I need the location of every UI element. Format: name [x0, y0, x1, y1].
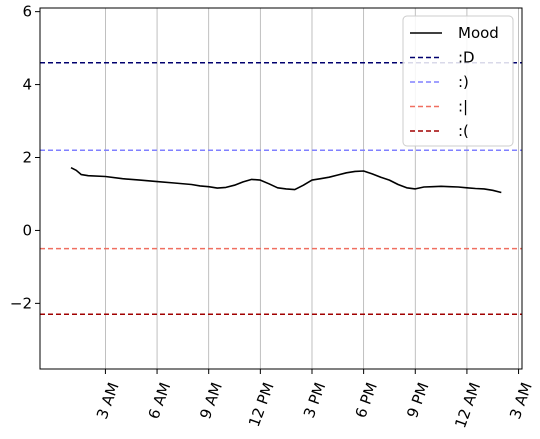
series-lines [70, 166, 502, 194]
x-tick-label: 12 PM [245, 380, 278, 429]
legend-label: :D [458, 49, 475, 67]
x-tick-label: 3 AM [93, 380, 123, 421]
legend: Mood :D:) :| :( [402, 15, 514, 147]
x-tick-label: 12 AM [451, 380, 484, 430]
legend-label: :( [458, 122, 469, 140]
x-tick-label: 3 PM [300, 380, 329, 420]
legend-label: :) [458, 73, 469, 91]
y-axis-ticks: 6 4 2 0 −2 [10, 3, 40, 312]
x-tick-label: 3 AM [506, 380, 536, 421]
x-tick-label: 9 PM [403, 380, 432, 420]
y-tick-label: −2 [10, 294, 32, 312]
plot-area-frame [39, 7, 523, 370]
x-tick-label: 6 AM [145, 380, 175, 421]
legend-box [402, 15, 514, 147]
y-tick-label: 2 [22, 149, 32, 167]
y-tick-label: 0 [22, 221, 32, 239]
x-tick-label: 6 PM [352, 380, 381, 420]
x-axis-ticks: 3 AM 6 AM 9 AM 12 PM 3 PM 6 PM 9 PM 12 AM 3 AM [93, 369, 536, 430]
legend-label: :| [458, 98, 468, 116]
y-tick-label: 6 [22, 3, 32, 21]
x-tick-label: 9 AM [196, 380, 226, 421]
mood-series-line [70, 166, 502, 194]
y-tick-label: 4 [22, 76, 32, 94]
legend-label: Mood [458, 24, 499, 42]
